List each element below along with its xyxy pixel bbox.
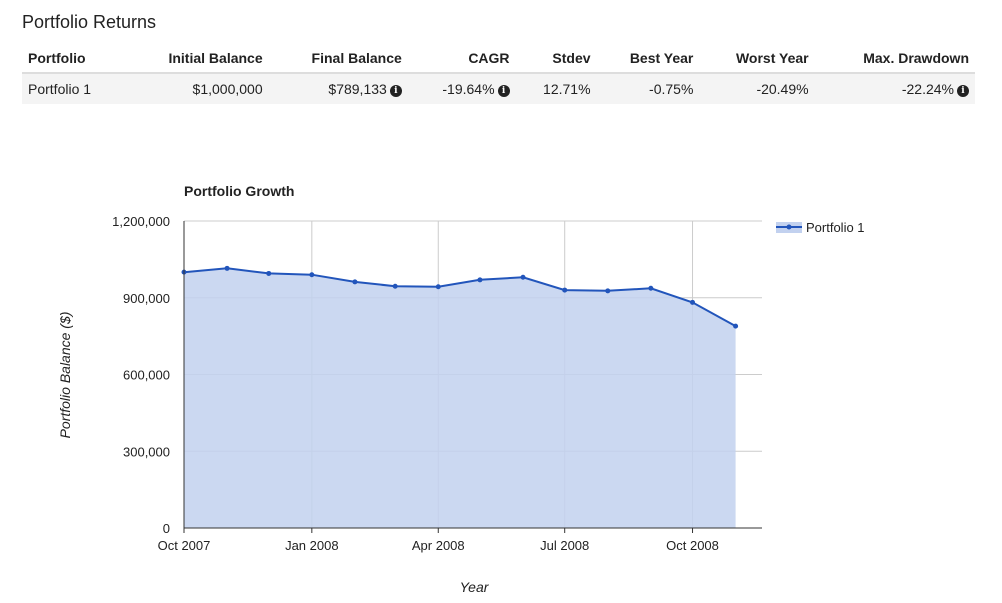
data-point bbox=[309, 272, 315, 278]
header-final-balance[interactable]: Final Balance bbox=[268, 44, 408, 74]
data-point bbox=[392, 283, 398, 289]
data-point bbox=[520, 274, 526, 280]
info-circle-icon[interactable]: i bbox=[389, 85, 402, 97]
portfolio-returns-table: Portfolio Initial Balance Final Balance … bbox=[22, 44, 975, 104]
chart-axes: 0 300,000 600,000 900,000 1,200,000 Oct 2007 J… bbox=[112, 214, 762, 553]
cell-max-drawdown: -22.24% bbox=[901, 81, 954, 97]
cell-initial-balance: $1,000,000 bbox=[124, 73, 269, 104]
series-area-fill bbox=[184, 268, 736, 528]
chart-legend[interactable]: Portfolio 1 bbox=[776, 220, 865, 235]
header-cagr[interactable]: CAGR bbox=[407, 44, 516, 74]
header-best-year[interactable]: Best Year bbox=[596, 44, 700, 74]
table-row: Portfolio 1 $1,000,000 $789,133 i -19.64%… bbox=[22, 73, 975, 104]
cell-portfolio: Portfolio 1 bbox=[22, 73, 125, 104]
cell-cagr: -19.64% bbox=[442, 81, 495, 97]
cell-best-year: -0.75% bbox=[596, 73, 700, 104]
x-tick-label: Jan 2008 bbox=[285, 538, 339, 553]
cell-final-balance-wrap: $789,133 i bbox=[268, 73, 408, 104]
header-worst-year[interactable]: Worst Year bbox=[699, 44, 815, 74]
x-axis-label: Year bbox=[460, 579, 490, 595]
legend-swatch-marker bbox=[786, 224, 792, 230]
header-max-drawdown[interactable]: Max. Drawdown bbox=[814, 44, 975, 74]
chart-title: Portfolio Growth bbox=[184, 183, 294, 199]
data-point bbox=[648, 285, 654, 291]
info-circle-icon[interactable]: i bbox=[497, 85, 510, 97]
x-tick-label: Oct 2007 bbox=[158, 538, 211, 553]
data-point bbox=[562, 287, 568, 293]
table-header-row: Portfolio Initial Balance Final Balance … bbox=[22, 44, 975, 74]
y-axis-label: Portfolio Balance ($) bbox=[57, 312, 73, 439]
y-tick-label: 900,000 bbox=[123, 291, 170, 306]
cell-stdev: 12.71% bbox=[515, 73, 597, 104]
data-point bbox=[435, 284, 441, 290]
y-tick-label: 1,200,000 bbox=[112, 214, 170, 229]
header-stdev[interactable]: Stdev bbox=[515, 44, 597, 74]
legend-label: Portfolio 1 bbox=[806, 220, 865, 235]
cell-cagr-wrap: -19.64% i bbox=[407, 73, 516, 104]
cell-max-drawdown-wrap: -22.24% i bbox=[814, 73, 975, 104]
data-point bbox=[352, 279, 358, 285]
y-tick-label: 0 bbox=[163, 521, 170, 536]
series-line bbox=[183, 267, 737, 327]
data-point bbox=[605, 288, 611, 294]
x-tick-label: Oct 2008 bbox=[666, 538, 719, 553]
x-tick-label: Apr 2008 bbox=[412, 538, 465, 553]
data-point bbox=[224, 265, 230, 271]
data-point bbox=[690, 299, 696, 305]
cell-final-balance: $789,133 bbox=[328, 81, 387, 97]
x-tick-label: Jul 2008 bbox=[540, 538, 589, 553]
page-title: Portfolio Returns bbox=[22, 12, 157, 32]
cell-worst-year: -20.49% bbox=[699, 73, 815, 104]
data-point bbox=[733, 323, 739, 329]
data-point bbox=[477, 277, 483, 283]
data-point bbox=[266, 270, 272, 276]
header-initial-balance[interactable]: Initial Balance bbox=[124, 44, 269, 74]
header-portfolio[interactable]: Portfolio bbox=[22, 44, 125, 74]
chart-area-layer bbox=[181, 265, 739, 528]
y-tick-label: 600,000 bbox=[123, 368, 170, 383]
info-circle-icon[interactable]: i bbox=[957, 85, 969, 97]
y-tick-label: 300,000 bbox=[123, 444, 170, 459]
